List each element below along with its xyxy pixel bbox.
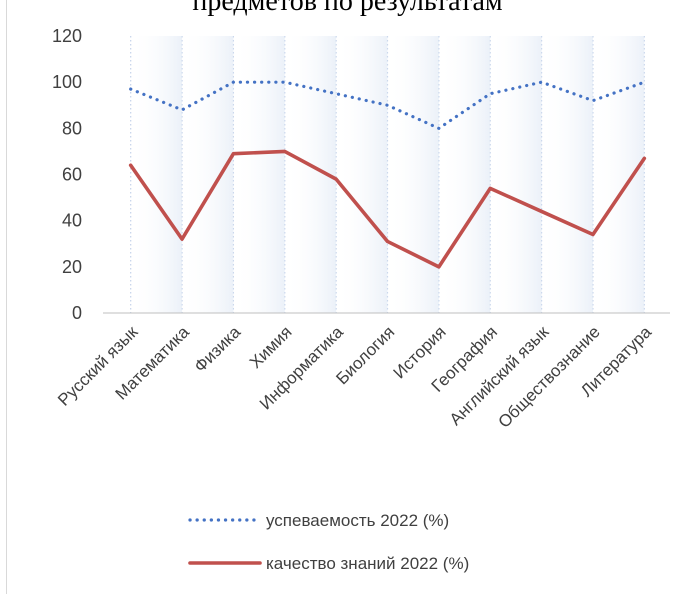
frame-border [6, 0, 7, 594]
grid-band [182, 36, 234, 313]
x-category-label: Физика [191, 322, 245, 376]
grid-band [490, 36, 542, 313]
y-tick-label: 80 [62, 118, 82, 138]
grid-band [387, 36, 439, 313]
grid-band [541, 36, 593, 313]
y-tick-label: 60 [62, 165, 82, 185]
y-tick-label: 20 [62, 257, 82, 277]
legend-label: качество знаний 2022 (%) [266, 554, 469, 573]
y-tick-label: 120 [52, 26, 82, 46]
grid-band [336, 36, 388, 313]
x-category-label: Химия [246, 322, 296, 372]
y-tick-label: 0 [72, 303, 82, 323]
grid-band [438, 36, 491, 313]
y-tick-label: 40 [62, 211, 82, 231]
grid-band [592, 36, 645, 313]
grid-band [233, 36, 285, 313]
legend-label: успеваемость 2022 (%) [266, 511, 449, 530]
y-tick-label: 100 [52, 72, 82, 92]
clipped-heading-text: предметов по результатам [192, 0, 503, 17]
